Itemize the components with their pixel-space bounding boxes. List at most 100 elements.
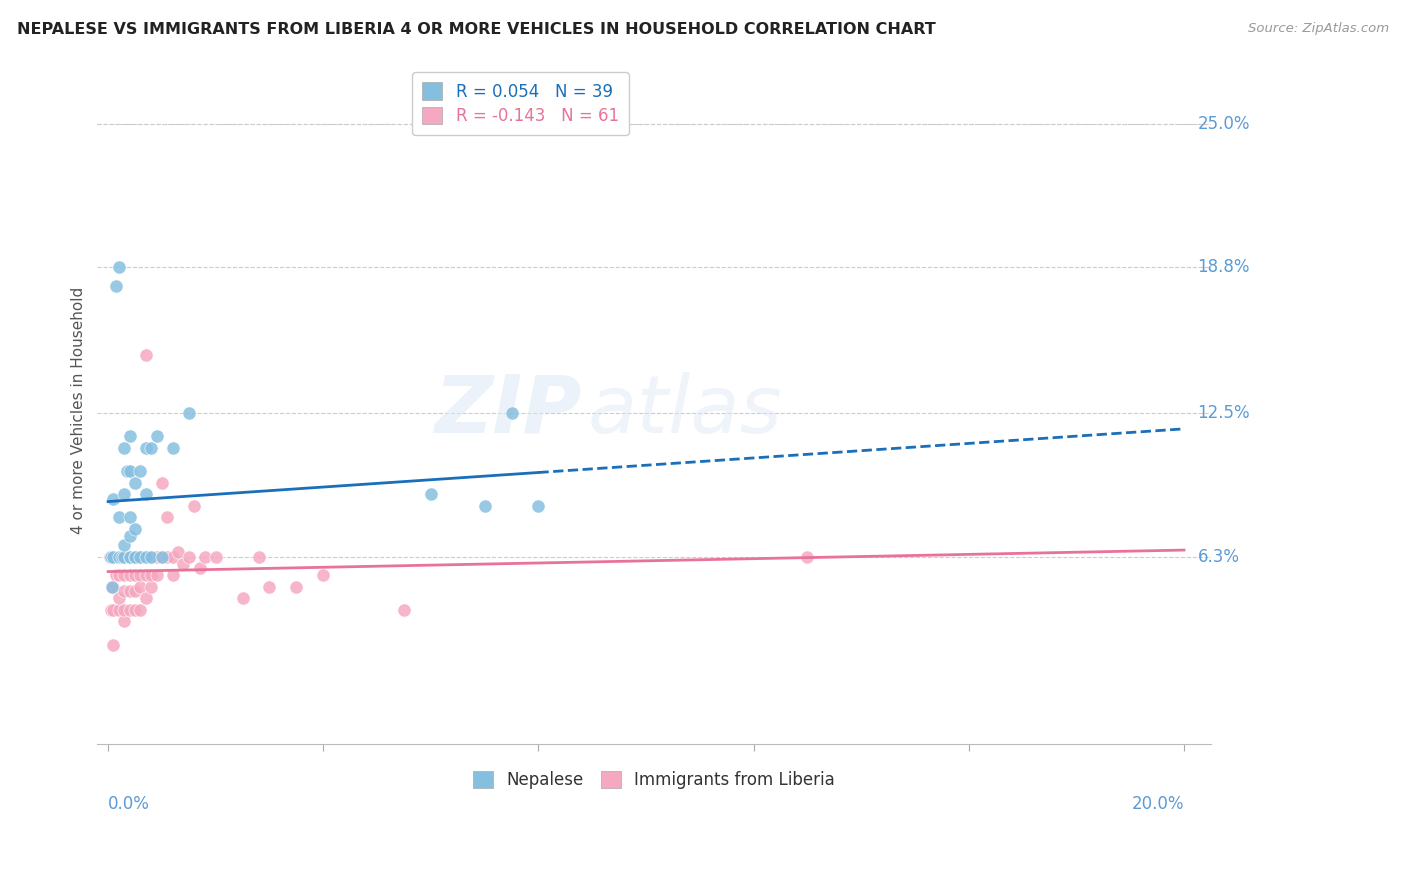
Point [141, 568, 163, 582]
Point [124, 475, 146, 490]
Point [110, 549, 132, 564]
Point [112, 584, 135, 599]
Text: 20.0%: 20.0% [1132, 795, 1184, 813]
Point [392, 603, 415, 617]
Point [118, 429, 141, 443]
Point [100, 549, 122, 564]
Point [112, 538, 135, 552]
Point [103, 549, 125, 564]
Point [141, 580, 163, 594]
Point [118, 549, 141, 564]
Point [194, 549, 217, 564]
Point [247, 549, 270, 564]
Point [162, 441, 184, 455]
Point [108, 549, 131, 564]
Point [204, 549, 226, 564]
Point [156, 549, 179, 564]
Point [135, 549, 157, 564]
Point [112, 549, 135, 564]
Point [118, 549, 141, 564]
Point [129, 464, 152, 478]
Point [112, 487, 135, 501]
Point [118, 464, 141, 478]
Point [124, 522, 146, 536]
Text: Source: ZipAtlas.com: Source: ZipAtlas.com [1249, 22, 1389, 36]
Point [118, 603, 141, 617]
Point [129, 580, 152, 594]
Point [105, 278, 128, 293]
Point [150, 475, 173, 490]
Point [112, 568, 135, 582]
Point [103, 549, 125, 564]
Y-axis label: 4 or more Vehicles in Household: 4 or more Vehicles in Household [72, 287, 86, 534]
Point [501, 406, 523, 420]
Point [129, 568, 152, 582]
Point [172, 557, 194, 571]
Point [145, 429, 167, 443]
Point [145, 568, 167, 582]
Point [141, 441, 163, 455]
Point [103, 638, 125, 652]
Point [162, 549, 184, 564]
Point [118, 549, 141, 564]
Point [101, 580, 124, 594]
Point [796, 549, 818, 564]
Point [135, 549, 157, 564]
Point [285, 580, 308, 594]
Point [145, 549, 167, 564]
Point [124, 549, 146, 564]
Point [419, 487, 441, 501]
Point [103, 603, 125, 617]
Point [101, 580, 124, 594]
Point [108, 603, 131, 617]
Point [108, 591, 131, 606]
Text: NEPALESE VS IMMIGRANTS FROM LIBERIA 4 OR MORE VEHICLES IN HOUSEHOLD CORRELATION : NEPALESE VS IMMIGRANTS FROM LIBERIA 4 OR… [17, 22, 935, 37]
Point [150, 549, 173, 564]
Point [124, 603, 146, 617]
Point [129, 549, 152, 564]
Text: 25.0%: 25.0% [1198, 115, 1250, 133]
Point [135, 487, 157, 501]
Point [118, 549, 141, 564]
Point [129, 549, 152, 564]
Point [98, 549, 121, 564]
Point [156, 510, 179, 524]
Point [135, 568, 157, 582]
Point [312, 568, 335, 582]
Point [135, 591, 157, 606]
Point [112, 441, 135, 455]
Point [129, 603, 152, 617]
Point [108, 549, 131, 564]
Point [474, 499, 496, 513]
Text: 12.5%: 12.5% [1198, 404, 1250, 422]
Point [232, 591, 254, 606]
Point [115, 464, 138, 478]
Point [103, 549, 125, 564]
Point [105, 568, 128, 582]
Point [103, 580, 125, 594]
Point [112, 549, 135, 564]
Point [112, 615, 135, 629]
Point [527, 499, 550, 513]
Point [118, 510, 141, 524]
Text: atlas: atlas [588, 372, 782, 450]
Point [150, 549, 173, 564]
Text: 0.0%: 0.0% [108, 795, 150, 813]
Point [135, 348, 157, 362]
Legend: Nepalese, Immigrants from Liberia: Nepalese, Immigrants from Liberia [467, 764, 841, 796]
Point [108, 510, 131, 524]
Point [124, 568, 146, 582]
Point [177, 549, 200, 564]
Point [183, 499, 205, 513]
Text: 6.3%: 6.3% [1198, 548, 1240, 566]
Point [177, 406, 200, 420]
Point [118, 568, 141, 582]
Point [103, 491, 125, 506]
Point [141, 549, 163, 564]
Text: ZIP: ZIP [434, 372, 582, 450]
Point [135, 441, 157, 455]
Point [118, 584, 141, 599]
Point [110, 549, 132, 564]
Point [118, 529, 141, 543]
Text: 18.8%: 18.8% [1198, 259, 1250, 277]
